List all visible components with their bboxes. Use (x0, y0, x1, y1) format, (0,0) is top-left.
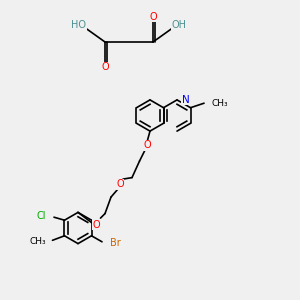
Text: CH₃: CH₃ (30, 237, 46, 246)
Text: O: O (143, 140, 151, 150)
Text: O: O (116, 179, 124, 189)
Text: OH: OH (172, 20, 187, 31)
Text: Br: Br (110, 238, 120, 248)
Text: O: O (149, 11, 157, 22)
Text: CH₃: CH₃ (212, 99, 228, 108)
Text: HO: HO (71, 20, 86, 31)
Text: O: O (93, 220, 101, 230)
Text: O: O (101, 62, 109, 73)
Text: Cl: Cl (37, 211, 46, 221)
Text: N: N (182, 95, 189, 105)
